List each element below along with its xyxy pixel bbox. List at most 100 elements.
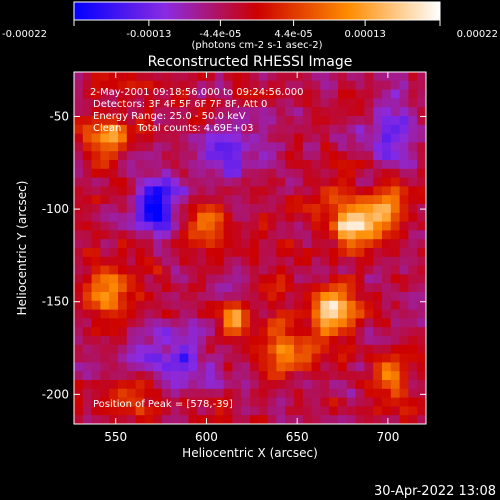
heatmap-cell xyxy=(100,248,110,258)
heatmap-cell xyxy=(118,116,128,126)
heatmap-cell xyxy=(188,380,198,390)
heatmap-cell xyxy=(373,327,383,337)
heatmap-cell xyxy=(250,388,260,399)
heatmap-cell xyxy=(276,344,286,355)
heatmap-cell xyxy=(408,89,418,99)
heatmap-cell xyxy=(214,212,225,223)
heatmap-cell xyxy=(214,168,225,179)
heatmap-cell xyxy=(355,406,365,416)
heatmap-cell xyxy=(179,160,189,170)
heatmap-cell xyxy=(250,186,260,196)
heatmap-cell xyxy=(267,168,277,179)
heatmap-cell xyxy=(390,98,401,108)
heatmap-cell xyxy=(91,300,101,311)
heatmap-cell xyxy=(82,292,93,302)
heatmap-cell xyxy=(197,116,207,126)
heatmap-cell xyxy=(179,80,189,91)
heatmap-cell xyxy=(126,98,137,108)
heatmap-cell xyxy=(91,195,101,205)
heatmap-cell xyxy=(258,327,269,337)
heatmap-cell xyxy=(267,89,277,99)
heatmap-cell xyxy=(399,362,409,372)
heatmap-cell xyxy=(364,168,374,179)
heatmap-cell xyxy=(338,186,348,196)
heatmap-cell xyxy=(382,388,392,399)
heatmap-cell xyxy=(276,336,286,346)
heatmap-cell xyxy=(91,204,101,214)
heatmap-cell xyxy=(258,133,269,143)
heatmap-cell xyxy=(390,142,401,152)
heatmap-cell xyxy=(329,327,339,337)
heatmap-cell xyxy=(302,274,313,284)
heatmap-cell xyxy=(135,230,145,240)
heatmap-cell xyxy=(250,160,260,170)
timestamp: 30-Apr-2022 13:08 xyxy=(374,484,496,499)
heatmap-cell xyxy=(338,89,348,99)
heatmap-cell xyxy=(373,388,383,399)
heatmap-cell xyxy=(170,212,181,223)
heatmap-cell xyxy=(214,388,225,399)
heatmap-cell xyxy=(408,380,418,390)
heatmap-cell xyxy=(153,344,163,355)
heatmap-cell xyxy=(144,318,154,328)
heatmap-cell xyxy=(82,388,93,399)
heatmap-cell xyxy=(276,265,286,275)
heatmap-cell xyxy=(329,160,339,170)
heatmap-cell xyxy=(364,344,374,355)
heatmap-cell xyxy=(188,116,198,126)
colorbar-tick-label: 0.00022 xyxy=(457,29,498,40)
heatmap-cell xyxy=(250,72,260,82)
heatmap-cell xyxy=(197,195,207,205)
heatmap-cell xyxy=(135,292,145,302)
heatmap-cell xyxy=(364,151,374,161)
heatmap-cell xyxy=(258,142,269,152)
heatmap-cell xyxy=(135,142,145,152)
heatmap-cell xyxy=(144,107,154,117)
heatmap-cell xyxy=(320,256,330,267)
heatmap-cell xyxy=(329,72,339,82)
heatmap-cell xyxy=(302,133,313,143)
heatmap-cell xyxy=(408,239,418,249)
heatmap-cell xyxy=(355,274,365,284)
heatmap-cell xyxy=(250,380,260,390)
heatmap-cell xyxy=(302,230,313,240)
heatmap-cell xyxy=(144,72,154,82)
heatmap-cell xyxy=(82,160,93,170)
heatmap-cell xyxy=(109,248,119,258)
heatmap-cell xyxy=(258,151,269,161)
heatmap-cell xyxy=(364,300,374,311)
heatmap-cell xyxy=(294,116,304,126)
heatmap-cell xyxy=(338,327,348,337)
heatmap-cell xyxy=(364,124,374,135)
heatmap-cell xyxy=(373,344,383,355)
heatmap-cell xyxy=(100,212,110,223)
heatmap-cell xyxy=(74,283,84,293)
heatmap-cell xyxy=(197,415,207,424)
colorbar-tick-label: 0.00013 xyxy=(344,29,385,40)
heatmap-cell xyxy=(214,116,225,126)
heatmap-cell xyxy=(241,72,251,82)
heatmap-cell xyxy=(197,397,207,407)
heatmap-cell xyxy=(223,292,233,302)
heatmap-cell xyxy=(355,380,365,390)
x-tick-label: 550 xyxy=(104,430,127,444)
heatmap-cell xyxy=(144,283,154,293)
heatmap-cell xyxy=(179,239,189,249)
heatmap-cell xyxy=(373,265,383,275)
heatmap-cell xyxy=(91,283,101,293)
heatmap-cell xyxy=(179,415,189,424)
heatmap-cell xyxy=(179,186,189,196)
heatmap-cell xyxy=(382,133,392,143)
heatmap-cell xyxy=(118,371,128,381)
heatmap-cell xyxy=(329,336,339,346)
heatmap-cell xyxy=(294,230,304,240)
heatmap-cell xyxy=(118,388,128,399)
heatmap-cell xyxy=(355,151,365,161)
heatmap-cell xyxy=(267,344,277,355)
heatmap-cell xyxy=(250,397,260,407)
heatmap-cell xyxy=(373,380,383,390)
heatmap-cell xyxy=(100,256,110,267)
heatmap-cell xyxy=(355,397,365,407)
heatmap-cell xyxy=(373,336,383,346)
heatmap-cell xyxy=(135,212,145,223)
